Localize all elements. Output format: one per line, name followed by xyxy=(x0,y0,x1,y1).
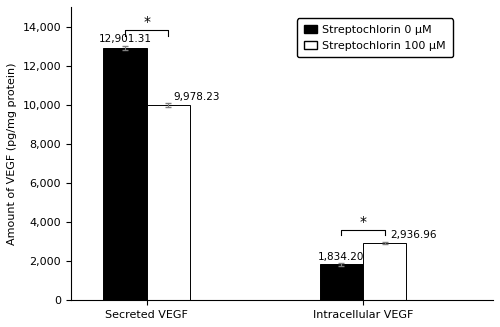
Bar xyxy=(146,105,190,300)
Text: 9,978.23: 9,978.23 xyxy=(174,92,220,102)
Text: *: * xyxy=(143,15,150,29)
Bar xyxy=(104,48,146,300)
Text: 2,936.96: 2,936.96 xyxy=(390,230,436,240)
Text: 12,901.31: 12,901.31 xyxy=(98,34,152,44)
Bar xyxy=(320,265,363,300)
Legend: Streptochlorin 0 μM, Streptochlorin 100 μM: Streptochlorin 0 μM, Streptochlorin 100 … xyxy=(297,18,453,57)
Text: 1,834.20: 1,834.20 xyxy=(318,252,364,262)
Bar xyxy=(363,243,406,300)
Text: *: * xyxy=(360,215,366,229)
Y-axis label: Amount of VEGF (pg/mg protein): Amount of VEGF (pg/mg protein) xyxy=(7,62,17,245)
